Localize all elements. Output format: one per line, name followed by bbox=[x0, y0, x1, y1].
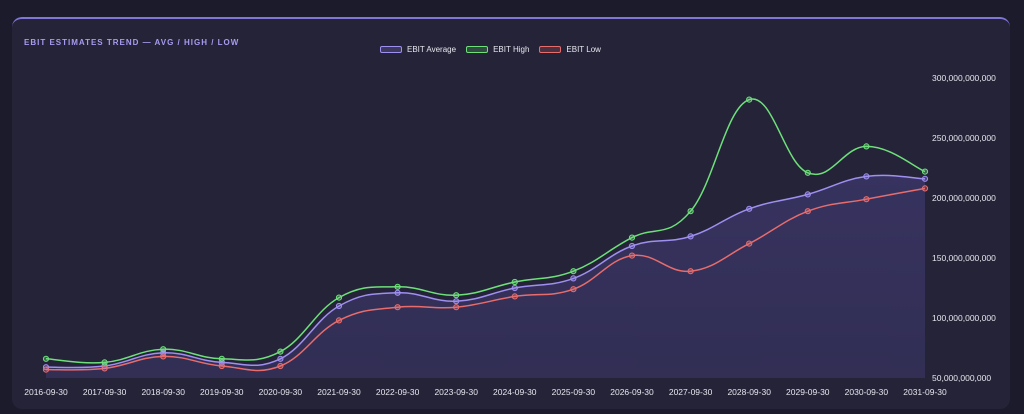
x-tick-label: 2024-09-30 bbox=[493, 387, 537, 397]
data-point-ebit-low-2[interactable] bbox=[160, 353, 167, 360]
data-point-ebit-high-11[interactable] bbox=[687, 208, 694, 215]
x-tick-label: 2022-09-30 bbox=[376, 387, 420, 397]
data-point-ebit-low-14[interactable] bbox=[863, 196, 870, 203]
x-tick-label: 2023-09-30 bbox=[434, 387, 478, 397]
data-point-ebit-low-13[interactable] bbox=[804, 208, 811, 215]
data-point-ebit-low-4[interactable] bbox=[277, 362, 284, 370]
data-point-ebit-high-3[interactable] bbox=[218, 355, 225, 362]
series-line-ebit-average bbox=[45, 174, 926, 369]
data-point-ebit-average-14[interactable] bbox=[863, 173, 870, 180]
y-tick-label: 50,000,000,000 bbox=[932, 373, 991, 383]
data-point-ebit-low-6[interactable] bbox=[394, 304, 401, 311]
data-point-ebit-low-3[interactable] bbox=[218, 362, 225, 370]
data-point-ebit-high-9[interactable] bbox=[570, 268, 577, 275]
data-point-ebit-low-0[interactable] bbox=[42, 366, 50, 373]
data-point-ebit-low-11[interactable] bbox=[687, 268, 694, 275]
y-tick-label: 300,000,000,000 bbox=[932, 73, 996, 83]
legend-item-ebit-low[interactable]: EBIT Low bbox=[539, 45, 601, 54]
legend-label-ebit-high: EBIT High bbox=[493, 45, 530, 54]
data-point-ebit-average-9[interactable] bbox=[570, 275, 577, 282]
data-point-ebit-high-7[interactable] bbox=[453, 292, 460, 299]
data-point-ebit-low-12[interactable] bbox=[746, 240, 753, 247]
chart-legend: EBIT Average EBIT High EBIT Low bbox=[380, 45, 601, 54]
data-point-ebit-average-7[interactable] bbox=[453, 298, 460, 305]
legend-swatch-ebit-high bbox=[466, 46, 489, 53]
x-tick-label: 2027-09-30 bbox=[669, 387, 713, 397]
data-point-ebit-high-2[interactable] bbox=[160, 346, 167, 353]
series-line-ebit-high bbox=[45, 98, 926, 364]
legend-item-ebit-high[interactable]: EBIT High bbox=[466, 45, 529, 54]
data-point-ebit-high-5[interactable] bbox=[335, 294, 343, 301]
data-point-ebit-high-6[interactable] bbox=[394, 283, 401, 290]
legend-swatch-ebit-low bbox=[539, 46, 562, 53]
data-point-ebit-low-9[interactable] bbox=[570, 286, 577, 293]
data-point-ebit-low-10[interactable] bbox=[628, 252, 636, 259]
data-point-ebit-low-5[interactable] bbox=[335, 317, 343, 324]
data-point-ebit-high-13[interactable] bbox=[804, 169, 811, 176]
legend-swatch-ebit-average bbox=[380, 46, 402, 53]
x-tick-label: 2026-09-30 bbox=[610, 387, 654, 397]
x-tick-label: 2029-09-30 bbox=[786, 387, 830, 397]
data-point-ebit-average-10[interactable] bbox=[628, 242, 636, 250]
x-tick-label: 2028-09-30 bbox=[727, 387, 771, 397]
data-point-ebit-average-11[interactable] bbox=[687, 233, 694, 240]
chart-title: EBIT ESTIMATES TREND — AVG / HIGH / LOW bbox=[24, 38, 240, 47]
x-tick-label: 2017-09-30 bbox=[83, 387, 127, 397]
x-tick-label: 2030-09-30 bbox=[845, 387, 889, 397]
y-tick-label: 250,000,000,000 bbox=[932, 133, 996, 143]
data-point-ebit-average-8[interactable] bbox=[511, 284, 518, 292]
data-point-ebit-low-15[interactable] bbox=[921, 185, 929, 192]
x-tick-label: 2020-09-30 bbox=[259, 387, 303, 397]
data-point-ebit-high-14[interactable] bbox=[863, 143, 870, 150]
data-point-ebit-low-8[interactable] bbox=[511, 293, 518, 300]
legend-label-ebit-low: EBIT Low bbox=[566, 45, 601, 54]
data-point-ebit-average-4[interactable] bbox=[277, 355, 284, 362]
legend-item-ebit-average[interactable]: EBIT Average bbox=[380, 45, 456, 54]
data-point-ebit-high-12[interactable] bbox=[746, 96, 753, 103]
x-tick-label: 2019-09-30 bbox=[200, 387, 244, 397]
data-point-ebit-low-1[interactable] bbox=[101, 365, 108, 372]
data-point-ebit-low-7[interactable] bbox=[453, 304, 460, 311]
data-point-ebit-average-15[interactable] bbox=[921, 175, 929, 182]
x-tick-label: 2018-09-30 bbox=[141, 387, 185, 397]
x-tick-label: 2031-09-30 bbox=[903, 387, 947, 397]
data-point-ebit-average-5[interactable] bbox=[335, 302, 343, 310]
data-point-ebit-high-15[interactable] bbox=[921, 168, 929, 175]
x-tick-label: 2016-09-30 bbox=[24, 387, 68, 397]
data-point-ebit-high-1[interactable] bbox=[101, 359, 108, 366]
area-fill-ebit-average bbox=[46, 175, 925, 378]
data-point-ebit-average-12[interactable] bbox=[746, 205, 753, 212]
y-tick-label: 200,000,000,000 bbox=[932, 193, 996, 203]
data-point-ebit-average-13[interactable] bbox=[804, 191, 811, 198]
y-tick-label: 100,000,000,000 bbox=[932, 313, 996, 323]
data-point-ebit-high-0[interactable] bbox=[42, 355, 50, 362]
legend-label-ebit-average: EBIT Average bbox=[407, 45, 457, 54]
x-tick-label: 2025-09-30 bbox=[552, 387, 596, 397]
data-point-ebit-high-4[interactable] bbox=[277, 348, 284, 355]
series-line-ebit-low bbox=[45, 187, 926, 372]
data-point-ebit-average-6[interactable] bbox=[394, 289, 401, 296]
y-tick-label: 150,000,000,000 bbox=[932, 253, 996, 263]
x-tick-label: 2021-09-30 bbox=[317, 387, 361, 397]
data-point-ebit-high-10[interactable] bbox=[628, 234, 636, 241]
data-point-ebit-high-8[interactable] bbox=[511, 278, 518, 286]
